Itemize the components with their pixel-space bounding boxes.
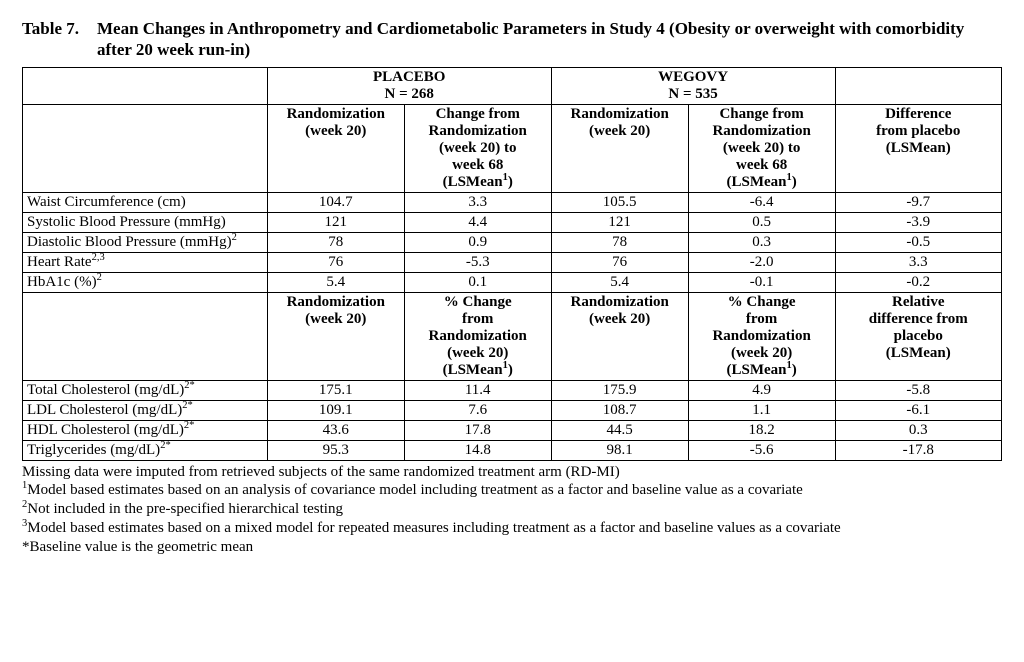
col-placebo-chg: Change from Randomization (week 20) to w… [404,104,551,192]
group-wegovy-name: WEGOVY [658,69,728,85]
footnotes: Missing data were imputed from retrieved… [22,463,1002,557]
row-label: LDL Cholesterol (mg/dL)2* [23,400,268,420]
col-placebo-rand2: Randomization (week 20) [267,292,404,380]
row-label: HbA1c (%)2 [23,272,268,292]
table-row: Diastolic Blood Pressure (mmHg)2 78 0.9 … [23,232,1002,252]
col-wegovy-chg: Change from Randomization (week 20) to w… [688,104,835,192]
row-label: Total Cholesterol (mg/dL)2* [23,380,268,400]
row-label: Systolic Blood Pressure (mmHg) [23,212,268,232]
group-placebo-name: PLACEBO [373,69,446,85]
row-label: HDL Cholesterol (mg/dL)2* [23,420,268,440]
footnote: 2Not included in the pre-specified hiera… [22,500,1002,519]
row-label: Triglycerides (mg/dL)2* [23,440,268,460]
table-row: Systolic Blood Pressure (mmHg) 121 4.4 1… [23,212,1002,232]
row-label: Waist Circumference (cm) [23,192,268,212]
group-wegovy-n: N = 535 [668,86,717,102]
col-reldiff: Relative difference from placebo (LSMean… [835,292,1001,380]
table-row: Total Cholesterol (mg/dL)2* 175.1 11.4 1… [23,380,1002,400]
footnote: *Baseline value is the geometric mean [22,538,1002,557]
table-row: Triglycerides (mg/dL)2* 95.3 14.8 98.1 -… [23,440,1002,460]
row-label: Heart Rate2,3 [23,252,268,272]
table-row: HDL Cholesterol (mg/dL)2* 43.6 17.8 44.5… [23,420,1002,440]
table-row: Randomization (week 20) Change from Rand… [23,104,1002,192]
col-wegovy-pctchg: % Change from Randomization (week 20) (L… [688,292,835,380]
col-placebo-pctchg: % Change from Randomization (week 20) (L… [404,292,551,380]
table-number: Table 7. [22,18,97,61]
row-label: Diastolic Blood Pressure (mmHg)2 [23,232,268,252]
table-row: PLACEBO N = 268 WEGOVY N = 535 [23,67,1002,104]
table-row: Waist Circumference (cm) 104.7 3.3 105.5… [23,192,1002,212]
data-table: PLACEBO N = 268 WEGOVY N = 535 Randomiza… [22,67,1002,461]
table-title: Table 7. Mean Changes in Anthropometry a… [22,18,1002,61]
col-placebo-rand: Randomization (week 20) [267,104,404,192]
table-row: HbA1c (%)2 5.4 0.1 5.4 -0.1 -0.2 [23,272,1002,292]
group-placebo-n: N = 268 [385,86,434,102]
col-wegovy-rand: Randomization (week 20) [551,104,688,192]
table-caption: Mean Changes in Anthropometry and Cardio… [97,18,1002,61]
col-wegovy-rand2: Randomization (week 20) [551,292,688,380]
footnote: 3Model based estimates based on a mixed … [22,519,1002,538]
footnote: 1Model based estimates based on an analy… [22,481,1002,500]
table-row: LDL Cholesterol (mg/dL)2* 109.1 7.6 108.… [23,400,1002,420]
col-diff: Difference from placebo (LSMean) [835,104,1001,192]
table-row: Randomization (week 20) % Change from Ra… [23,292,1002,380]
footnote: Missing data were imputed from retrieved… [22,463,1002,482]
table-row: Heart Rate2,3 76 -5.3 76 -2.0 3.3 [23,252,1002,272]
